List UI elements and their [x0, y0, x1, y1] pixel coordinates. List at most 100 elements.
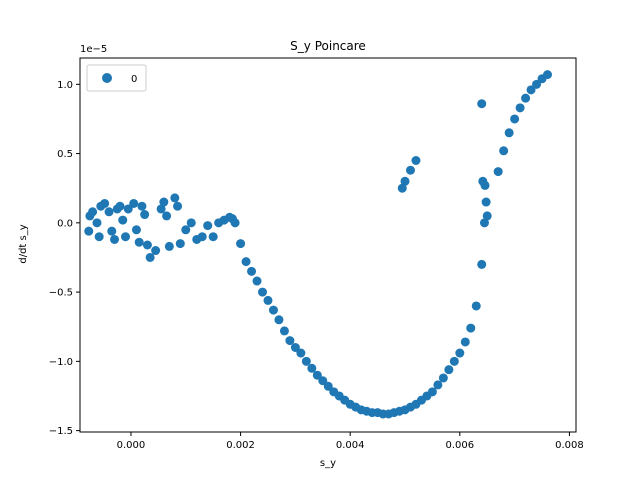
data-point — [279, 326, 289, 336]
data-point — [186, 218, 196, 228]
data-point — [197, 232, 207, 242]
data-point — [84, 226, 94, 236]
data-point — [477, 99, 487, 109]
data-point — [312, 370, 322, 380]
data-point — [208, 232, 218, 242]
data-point — [296, 348, 306, 358]
data-point — [479, 218, 489, 228]
data-point — [318, 376, 328, 386]
data-point — [499, 146, 509, 156]
data-point — [181, 225, 191, 235]
data-point — [134, 237, 144, 247]
data-point — [532, 79, 542, 89]
data-point — [107, 226, 117, 236]
chart-title: S_y Poincare — [290, 39, 366, 53]
data-point — [118, 215, 128, 225]
legend-box — [86, 64, 147, 92]
y-tick-label: 1.0 — [57, 80, 73, 91]
data-point — [94, 232, 104, 242]
data-point — [307, 363, 317, 373]
y-tick-label: 0.0 — [57, 218, 73, 229]
data-point — [230, 218, 240, 228]
data-point — [236, 239, 246, 249]
data-point — [290, 343, 300, 353]
data-point — [140, 210, 150, 220]
data-point — [258, 287, 268, 297]
data-point — [427, 387, 437, 397]
x-tick-label: 0.000 — [117, 440, 146, 451]
x-tick-label: 0.006 — [445, 440, 474, 451]
data-point — [247, 266, 257, 276]
data-point — [104, 207, 114, 217]
x-axis-ticks: 0.000 0.002 0.004 0.006 0.008 — [117, 432, 584, 451]
data-point — [460, 337, 470, 347]
y-offset-label: 1e−5 — [80, 44, 107, 55]
x-tick-label: 0.002 — [226, 440, 255, 451]
plot-frame — [79, 57, 577, 433]
data-point — [129, 198, 139, 208]
data-point — [449, 356, 459, 366]
data-point — [156, 204, 166, 214]
data-point — [400, 176, 410, 186]
data-point — [151, 246, 161, 256]
data-point — [433, 380, 443, 390]
data-point — [162, 211, 172, 221]
data-point — [466, 323, 476, 333]
y-axis-label: d/dt s_y — [18, 224, 29, 263]
data-point — [92, 218, 102, 228]
data-point — [88, 207, 98, 217]
data-point — [493, 167, 503, 177]
y-tick-label: −0.5 — [49, 288, 73, 299]
y-tick-label: −1.0 — [49, 357, 73, 368]
data-point — [504, 128, 514, 138]
data-point — [482, 211, 492, 221]
data-point — [203, 221, 213, 231]
data-point — [137, 201, 147, 211]
data-point — [268, 305, 278, 315]
data-point — [123, 204, 133, 214]
data-point — [115, 201, 125, 211]
data-points — [84, 70, 553, 419]
data-point — [274, 315, 284, 325]
y-axis-ticks: −1.5 −1.0 −0.5 0.0 0.5 1.0 — [49, 80, 80, 437]
data-point — [510, 114, 520, 124]
data-point — [252, 276, 262, 286]
data-point — [175, 239, 185, 249]
x-tick-label: 0.008 — [555, 440, 584, 451]
data-point — [438, 373, 448, 383]
data-point — [478, 176, 488, 186]
data-point — [444, 365, 454, 375]
data-point — [301, 356, 311, 366]
data-point — [397, 183, 407, 193]
data-point — [110, 234, 120, 244]
legend: 0 — [86, 64, 147, 92]
data-point — [164, 241, 174, 251]
data-point — [145, 252, 155, 262]
data-point — [405, 165, 415, 175]
legend-label: 0 — [131, 74, 137, 85]
data-point — [131, 225, 141, 235]
data-point — [285, 336, 295, 346]
data-point — [471, 301, 481, 311]
data-point — [411, 156, 421, 166]
y-tick-label: −1.5 — [49, 426, 73, 437]
data-point — [173, 201, 183, 211]
x-tick-label: 0.004 — [336, 440, 365, 451]
data-point — [263, 295, 273, 305]
data-point — [515, 103, 525, 113]
data-point — [521, 93, 531, 103]
data-point — [241, 257, 251, 267]
legend-marker — [102, 73, 112, 83]
data-point — [323, 381, 333, 391]
y-tick-label: 0.5 — [57, 149, 73, 160]
data-point — [159, 197, 169, 207]
x-axis-label: s_y — [320, 458, 336, 469]
data-point — [477, 259, 487, 269]
data-point — [142, 240, 152, 250]
data-point — [455, 348, 465, 358]
data-point — [100, 198, 110, 208]
data-point — [481, 197, 491, 207]
data-point — [170, 193, 180, 203]
data-point — [120, 232, 130, 242]
